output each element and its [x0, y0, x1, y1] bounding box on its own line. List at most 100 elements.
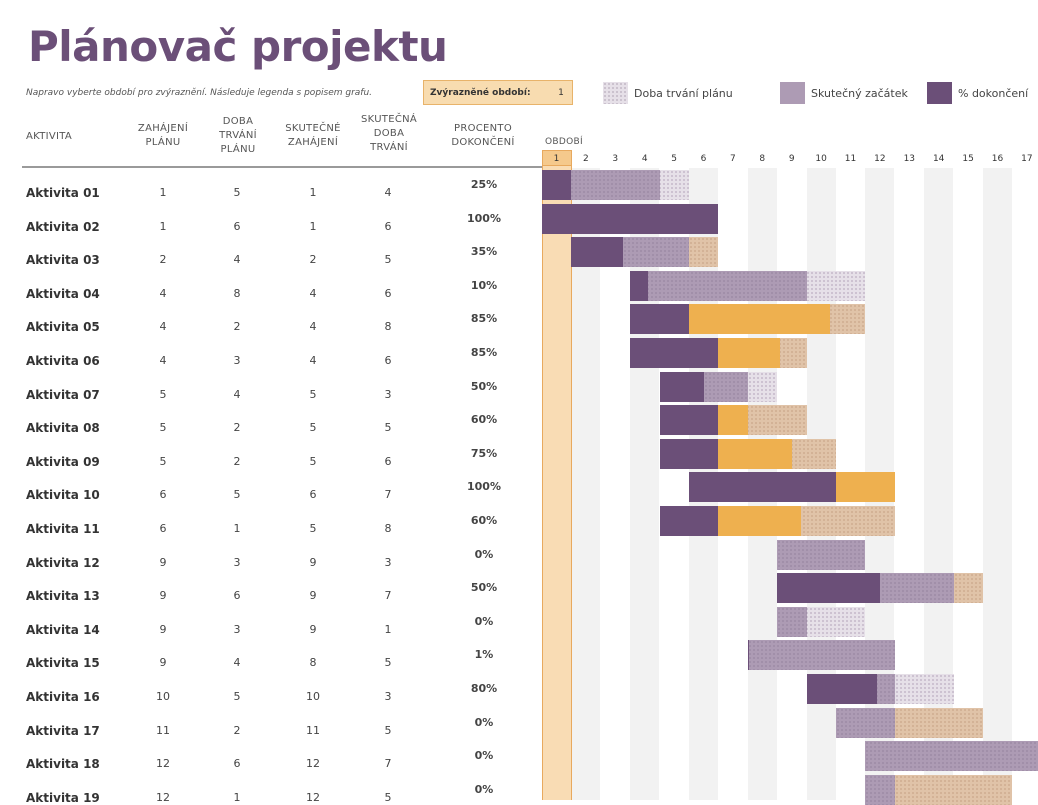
plan-start-cell[interactable]: 9	[159, 656, 167, 670]
plan-start-cell[interactable]: 9	[159, 555, 167, 569]
period-number[interactable]: 4	[641, 154, 648, 164]
percent-complete-cell[interactable]: 0%	[474, 547, 494, 561]
plan-duration-cell[interactable]: 4	[233, 387, 241, 401]
actual-duration-cell[interactable]: 4	[384, 186, 392, 199]
plan-duration-cell[interactable]: 1	[233, 522, 241, 535]
plan-duration-cell[interactable]: 4	[233, 656, 241, 670]
period-number[interactable]: 9	[788, 154, 795, 164]
actual-duration-cell[interactable]: 8	[384, 522, 392, 535]
actual-start-cell[interactable]: 10	[306, 690, 320, 703]
period-number[interactable]: 5	[671, 154, 677, 164]
plan-start-cell[interactable]: 5	[159, 387, 167, 401]
period-number[interactable]: 10	[815, 154, 827, 164]
plan-duration-cell[interactable]: 6	[233, 589, 241, 603]
plan-duration-cell[interactable]: 6	[233, 757, 241, 771]
percent-complete-cell[interactable]: 50%	[470, 581, 498, 595]
plan-start-cell[interactable]: 9	[159, 622, 167, 636]
actual-start-cell[interactable]: 12	[306, 757, 320, 771]
actual-start-cell[interactable]: 4	[309, 354, 317, 367]
percent-complete-cell[interactable]: 0%	[474, 614, 494, 628]
plan-start-cell[interactable]: 5	[159, 454, 167, 468]
plan-duration-cell[interactable]: 5	[233, 186, 241, 199]
plan-start-cell[interactable]: 6	[159, 488, 167, 502]
period-number[interactable]: 11	[844, 154, 857, 164]
percent-complete-cell[interactable]: 35%	[470, 245, 498, 259]
plan-duration-cell[interactable]: 3	[233, 354, 241, 367]
percent-complete-cell[interactable]: 75%	[470, 446, 498, 460]
actual-start-cell[interactable]: 6	[309, 488, 317, 502]
plan-duration-cell[interactable]: 2	[233, 320, 241, 334]
percent-complete-cell[interactable]: 60%	[470, 413, 498, 427]
plan-start-cell[interactable]: 4	[159, 320, 167, 334]
period-number[interactable]: 14	[932, 154, 945, 164]
plan-duration-cell[interactable]: 2	[233, 723, 241, 737]
plan-duration-cell[interactable]: 4	[233, 253, 241, 267]
period-number[interactable]: 17	[1021, 154, 1033, 164]
actual-start-cell[interactable]: 5	[309, 387, 317, 401]
period-number[interactable]: 2	[583, 154, 589, 164]
plan-duration-cell[interactable]: 8	[233, 286, 241, 300]
plan-start-cell[interactable]: 6	[159, 522, 167, 535]
actual-duration-cell[interactable]: 6	[384, 219, 392, 233]
actual-start-cell[interactable]: 9	[309, 589, 317, 603]
actual-start-cell[interactable]: 1	[309, 186, 317, 199]
plan-start-cell[interactable]: 5	[159, 421, 167, 435]
actual-start-cell[interactable]: 2	[309, 253, 317, 267]
period-number[interactable]: 8	[759, 154, 766, 164]
percent-complete-cell[interactable]: 0%	[474, 782, 494, 796]
highlight-period-field[interactable]: Zvýrazněné období: 1	[423, 80, 573, 105]
actual-duration-cell[interactable]: 5	[384, 723, 392, 737]
actual-duration-cell[interactable]: 3	[384, 387, 392, 401]
percent-complete-cell[interactable]: 50%	[470, 379, 498, 393]
actual-duration-cell[interactable]: 3	[384, 690, 392, 703]
actual-duration-cell[interactable]: 5	[384, 253, 392, 267]
plan-duration-cell[interactable]: 3	[233, 555, 241, 569]
plan-start-cell[interactable]: 9	[159, 589, 167, 603]
percent-complete-cell[interactable]: 10%	[470, 278, 498, 292]
plan-duration-cell[interactable]: 2	[233, 421, 241, 435]
actual-duration-cell[interactable]: 6	[384, 454, 392, 468]
plan-duration-cell[interactable]: 5	[233, 488, 241, 502]
percent-complete-cell[interactable]: 60%	[470, 514, 498, 527]
percent-complete-cell[interactable]: 100%	[467, 211, 501, 225]
actual-duration-cell[interactable]: 7	[384, 589, 392, 603]
actual-duration-cell[interactable]: 5	[384, 421, 392, 435]
plan-duration-cell[interactable]: 6	[233, 219, 241, 233]
highlight-period-value[interactable]: 1	[558, 87, 564, 98]
actual-duration-cell[interactable]: 5	[384, 656, 392, 670]
actual-start-cell[interactable]: 4	[309, 320, 317, 334]
actual-start-cell[interactable]: 8	[309, 656, 317, 670]
actual-start-cell[interactable]: 1	[309, 219, 317, 233]
plan-start-cell[interactable]: 12	[156, 790, 170, 804]
plan-start-cell[interactable]: 11	[156, 723, 170, 737]
actual-duration-cell[interactable]: 8	[384, 320, 392, 334]
percent-complete-cell[interactable]: 100%	[467, 480, 501, 494]
period-number[interactable]: 6	[700, 154, 707, 164]
percent-complete-cell[interactable]: 1%	[474, 648, 494, 662]
plan-duration-cell[interactable]: 3	[233, 622, 241, 636]
actual-duration-cell[interactable]: 6	[384, 354, 392, 367]
actual-duration-cell[interactable]: 5	[384, 790, 392, 804]
period-number[interactable]: 1	[553, 154, 560, 164]
percent-complete-cell[interactable]: 85%	[470, 346, 498, 359]
actual-duration-cell[interactable]: 6	[384, 286, 392, 300]
period-number[interactable]: 13	[903, 154, 916, 164]
percent-complete-cell[interactable]: 0%	[474, 749, 494, 763]
actual-start-cell[interactable]: 12	[306, 790, 320, 804]
actual-duration-cell[interactable]: 7	[384, 757, 392, 771]
actual-start-cell[interactable]: 4	[309, 286, 317, 300]
actual-start-cell[interactable]: 9	[309, 622, 317, 636]
actual-start-cell[interactable]: 5	[309, 421, 317, 435]
actual-start-cell[interactable]: 11	[306, 723, 320, 737]
actual-start-cell[interactable]: 5	[309, 522, 317, 535]
period-number[interactable]: 12	[874, 154, 886, 164]
actual-duration-cell[interactable]: 1	[384, 622, 392, 636]
percent-complete-cell[interactable]: 25%	[470, 178, 498, 191]
plan-start-cell[interactable]: 1	[159, 186, 167, 199]
actual-start-cell[interactable]: 5	[309, 454, 317, 468]
plan-duration-cell[interactable]: 2	[233, 454, 241, 468]
actual-duration-cell[interactable]: 7	[384, 488, 392, 502]
period-number[interactable]: 3	[612, 154, 619, 164]
actual-duration-cell[interactable]: 3	[384, 555, 392, 569]
plan-start-cell[interactable]: 1	[159, 219, 167, 233]
